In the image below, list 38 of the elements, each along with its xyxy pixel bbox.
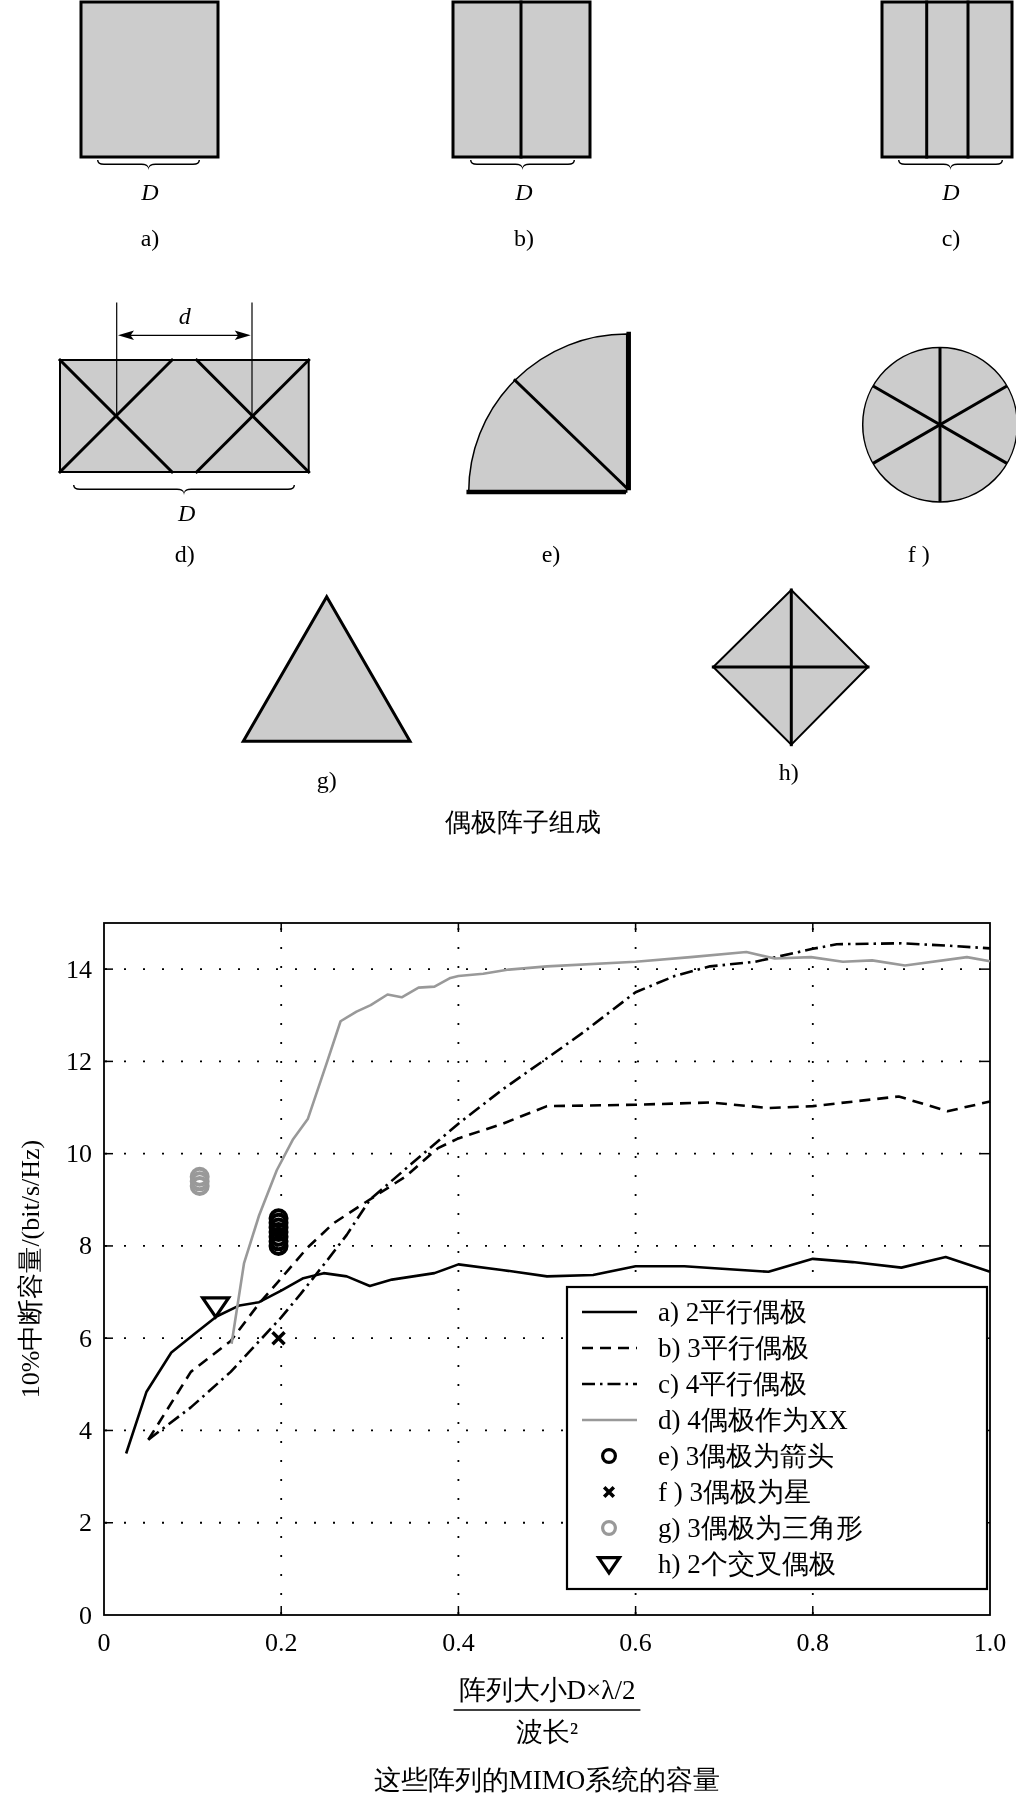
text: D [140, 179, 159, 205]
legend-label: e) 3偶极为箭头 [658, 1441, 835, 1471]
x-tick-label: 0.6 [619, 1627, 652, 1657]
text: 这些阵列的MIMO系统的容量 [373, 1765, 721, 1795]
text: D [177, 500, 196, 526]
text: e) [541, 541, 561, 567]
legend-label: c) 4平行偶极 [658, 1369, 808, 1399]
text: d) [174, 541, 195, 567]
y-tick-label: 4 [79, 1415, 92, 1445]
x-axis-title: 阵列大小D×λ/2 波长² [458, 1675, 636, 1747]
text: f ) [907, 541, 930, 567]
y-tick-label: 14 [66, 954, 92, 984]
text: d [178, 303, 192, 329]
y-tick-label: 0 [79, 1600, 92, 1630]
text: c) [941, 225, 961, 251]
x-tick-label: 0.8 [796, 1627, 830, 1657]
legend-label: g) 3偶极为三角形 [658, 1513, 863, 1543]
text: h) [778, 759, 799, 785]
text: b) [514, 225, 534, 251]
legend-label: b) 3平行偶极 [658, 1333, 809, 1363]
y-tick-label: 12 [66, 1046, 92, 1076]
text: 偶极阵子组成 [445, 807, 601, 837]
x-tick-label: 1.0 [973, 1627, 1007, 1657]
text: a) [140, 225, 160, 251]
text: D [514, 179, 533, 205]
y-tick-label: 8 [79, 1231, 92, 1261]
legend-label: a) 2平行偶极 [658, 1297, 808, 1327]
legend-label: h) 2个交叉偶极 [658, 1549, 836, 1579]
legend-label: f ) 3偶极为星 [658, 1477, 811, 1507]
legend-label: d) 4偶极作为XX [658, 1405, 849, 1435]
y-axis-title: 10%中断容量/(bit/s/Hz) [15, 1139, 45, 1399]
y-tick-label: 2 [79, 1508, 92, 1538]
x-tick-label: 0.4 [442, 1627, 475, 1657]
text: D [941, 179, 960, 205]
y-tick-label: 10 [66, 1139, 92, 1169]
x-tick-label: 0.2 [264, 1627, 298, 1657]
y-tick-label: 6 [79, 1323, 92, 1353]
text: g) [316, 767, 337, 793]
